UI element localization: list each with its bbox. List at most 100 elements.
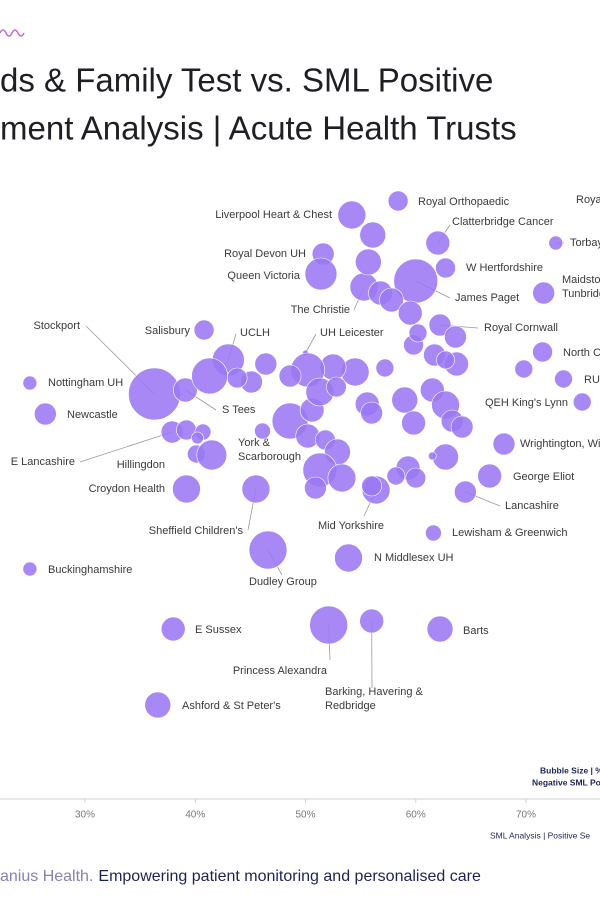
tagline: Empowering patient monitoring and person… — [98, 868, 481, 885]
point-label: Maidsto — [562, 274, 600, 286]
point-label: S Tees — [222, 404, 256, 416]
size-legend: Negative SML Po — [532, 777, 600, 787]
leader-line — [80, 432, 172, 462]
bubble — [406, 468, 426, 488]
point-label: Salisbury — [145, 325, 191, 337]
bubble — [279, 365, 301, 387]
bubble — [172, 475, 200, 503]
bubble — [549, 236, 563, 250]
bubble — [409, 324, 427, 342]
bubble — [335, 544, 363, 572]
x-tick-label: 50% — [296, 810, 316, 821]
point-label: James Paget — [455, 292, 519, 304]
point-label: Mid Yorkshire — [318, 520, 384, 532]
bubble — [360, 609, 384, 633]
point-label: Liverpool Heart & Chest — [215, 209, 332, 221]
footer: anius Health. Empowering patient monitori… — [0, 868, 481, 885]
bubble — [555, 370, 573, 388]
bubble — [305, 258, 337, 290]
bubble — [427, 616, 453, 642]
point-label: Redbridge — [325, 700, 376, 712]
bubble — [533, 342, 553, 362]
x-tick-label: 40% — [185, 810, 205, 821]
bubble — [444, 326, 466, 348]
bubble — [426, 231, 450, 255]
bubble — [192, 358, 228, 394]
bubble — [402, 411, 426, 435]
bubble — [398, 301, 422, 325]
bubble — [23, 562, 37, 576]
point-label: Princess Alexandra — [233, 665, 328, 677]
bubble — [255, 353, 277, 375]
bubble — [454, 481, 476, 503]
bubble — [310, 606, 348, 644]
point-label: North C — [563, 347, 600, 359]
point-label: Royal Cornwall — [484, 322, 558, 334]
point-label: Lancashire — [505, 500, 559, 512]
bubble — [387, 467, 405, 485]
point-label: Sheffield Children's — [149, 525, 244, 537]
point-label: N Middlesex UH — [374, 552, 454, 564]
point-label: Roya — [576, 194, 600, 206]
point-label: Ashford & St Peter's — [182, 700, 281, 712]
bubble — [145, 692, 171, 718]
bubble — [533, 282, 555, 304]
point-label: W Hertfordshire — [466, 262, 543, 274]
point-label: Newcastle — [67, 409, 118, 421]
point-label: Royal Devon UH — [224, 248, 306, 260]
bubble — [360, 222, 386, 248]
bubble — [249, 531, 287, 569]
point-label: Torbay — [570, 237, 600, 249]
point-label: Dudley Group — [249, 576, 317, 588]
point-label: Hillingdon — [117, 459, 165, 471]
bubble — [328, 464, 356, 492]
bubble — [428, 452, 436, 460]
point-label: UH Leicester — [320, 327, 384, 339]
bubble — [242, 475, 270, 503]
bubble — [493, 433, 515, 455]
point-label: The Christie — [291, 304, 350, 316]
bubble — [437, 351, 455, 369]
bubble — [361, 402, 383, 424]
point-label: York & — [238, 437, 271, 449]
bubble — [425, 525, 441, 541]
point-label: Wrightington, Wi — [520, 438, 600, 450]
point-label: Buckinghamshire — [48, 564, 132, 576]
point-label: QEH King's Lynn — [485, 397, 568, 409]
bubble — [478, 464, 502, 488]
logo — [0, 30, 24, 36]
bubble — [392, 387, 418, 413]
bubble — [161, 617, 185, 641]
brand: anius Health. — [0, 868, 93, 885]
point-label: Lewisham & Greenwich — [452, 527, 568, 539]
bubble — [326, 377, 346, 397]
bubble — [23, 376, 37, 390]
bubble — [388, 191, 408, 211]
point-label: Barts — [463, 625, 489, 637]
bubble — [376, 359, 394, 377]
point-label: Stockport — [34, 320, 80, 332]
bubble — [338, 201, 366, 229]
x-axis-label: SML Analysis | Positive Se — [490, 830, 590, 840]
bubble — [34, 403, 56, 425]
bubble — [128, 368, 180, 420]
point-label: UCLH — [240, 327, 270, 339]
point-label: George Eliot — [513, 471, 574, 483]
point-label: E Lancashire — [11, 456, 75, 468]
size-legend: Bubble Size | % — [540, 765, 600, 775]
point-label: E Sussex — [195, 624, 242, 636]
point-label: Barking, Havering & — [325, 686, 423, 698]
point-label: Clatterbridge Cancer — [452, 216, 554, 228]
bubble — [197, 440, 227, 470]
point-label: Queen Victoria — [227, 270, 300, 282]
bubble — [451, 416, 473, 438]
bubble — [191, 432, 203, 444]
bubble — [194, 320, 214, 340]
point-label: Nottingham UH — [48, 377, 123, 389]
bubble — [304, 477, 326, 499]
x-tick-label: 30% — [75, 810, 95, 821]
chart-title: ment Analysis | Acute Health Trusts — [0, 110, 517, 147]
point-label: Scarborough — [238, 451, 301, 463]
bubble — [362, 476, 382, 496]
